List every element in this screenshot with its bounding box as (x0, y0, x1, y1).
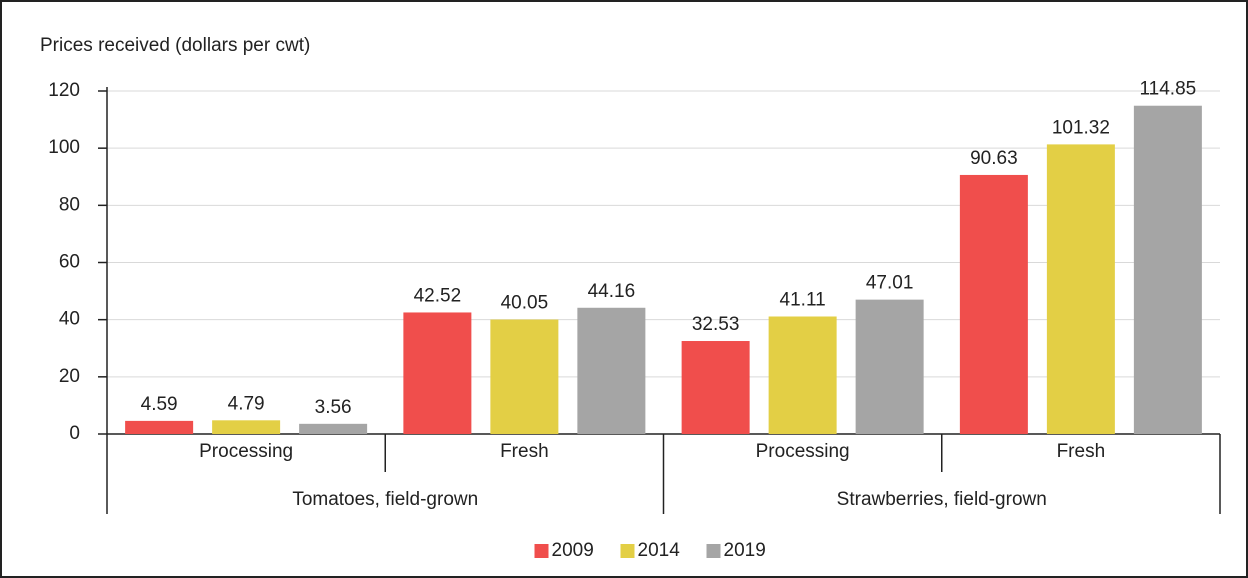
y-tick-label: 40 (59, 309, 80, 330)
value-label: 41.11 (780, 290, 826, 311)
value-label: 47.01 (866, 273, 914, 294)
value-label: 40.05 (501, 293, 549, 314)
bar (855, 299, 924, 434)
y-axis-label: Prices received (dollars per cwt) (40, 35, 310, 56)
group-label: Strawberries, field-grown (837, 489, 1047, 510)
bar (681, 341, 750, 434)
value-label: 4.79 (228, 393, 265, 414)
bar (490, 319, 559, 434)
bar (959, 174, 1028, 434)
y-tick-label: 0 (69, 423, 80, 444)
value-label: 114.85 (1140, 79, 1197, 100)
legend-label: 2009 (552, 540, 594, 561)
bar (768, 316, 837, 434)
legend-swatch (534, 544, 549, 558)
y-tick-label: 20 (59, 366, 80, 387)
value-label: 3.56 (315, 397, 352, 418)
y-tick-label: 80 (59, 194, 80, 215)
x-tick-label: Processing (199, 441, 293, 462)
value-label: 101.32 (1052, 117, 1110, 138)
bar (1133, 105, 1202, 435)
value-label: 32.53 (692, 314, 740, 335)
legend-swatch (706, 544, 721, 558)
value-label: 90.63 (970, 148, 1018, 169)
bar (299, 423, 368, 434)
bar (125, 420, 194, 434)
bar (577, 307, 646, 434)
y-tick-label: 60 (59, 252, 80, 273)
legend-label: 2014 (638, 540, 681, 561)
legend-label: 2019 (724, 540, 766, 561)
x-tick-label: Fresh (500, 441, 549, 462)
bar (403, 312, 472, 434)
bar (212, 420, 281, 434)
bar (1046, 144, 1115, 434)
x-tick-label: Fresh (1057, 441, 1106, 462)
value-label: 44.16 (588, 281, 636, 302)
y-tick-label: 100 (48, 137, 80, 158)
x-tick-label: Processing (756, 441, 850, 462)
group-label: Tomatoes, field-grown (292, 489, 478, 510)
legend-swatch (620, 544, 635, 558)
value-label: 4.59 (141, 394, 178, 415)
value-label: 42.52 (414, 285, 462, 306)
y-tick-label: 120 (48, 80, 80, 101)
